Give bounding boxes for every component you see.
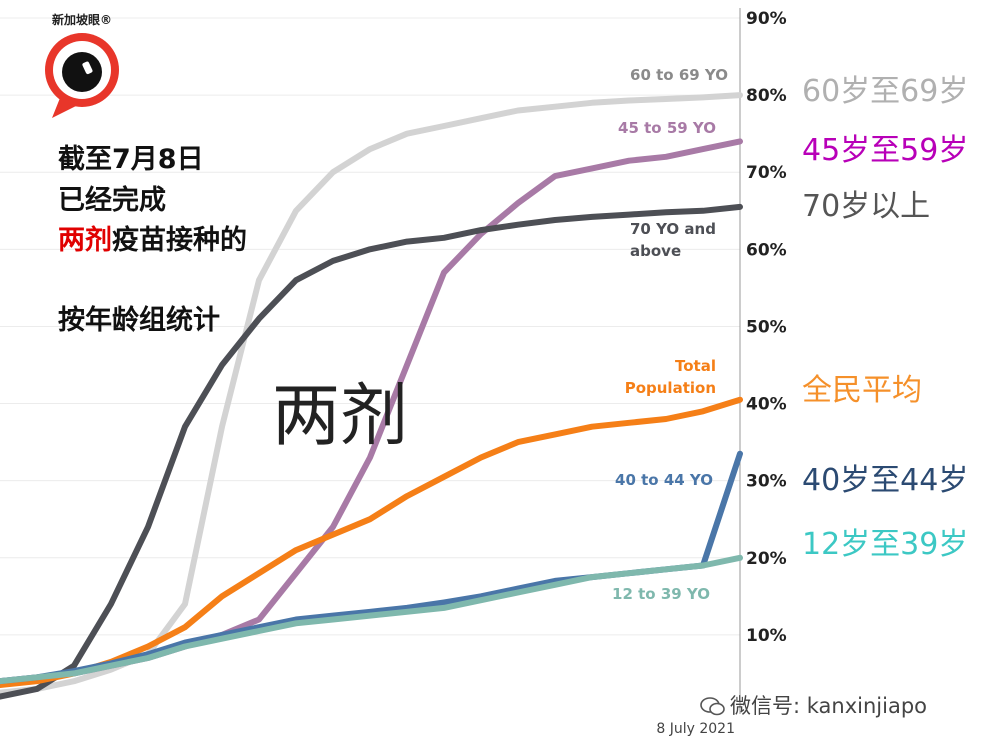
zh-legend-3: 70岁以上 (802, 189, 931, 224)
x-axis-label: 8 July 2021 (656, 721, 735, 737)
wechat-icon (700, 696, 726, 716)
series-label-6: 12 to 39 YO (612, 585, 710, 603)
y-tick-label: 20% (746, 549, 787, 569)
y-tick-label: 70% (746, 163, 787, 183)
series-label-2: 45 to 59 YO (618, 119, 716, 137)
zh-legend-6: 12岁至39岁 (802, 527, 969, 562)
series-labels: 60 to 69 YO 45 to 59 YO 70 YO and above Tota… (612, 66, 728, 603)
series-label-3: above (630, 242, 681, 260)
y-tick-label: 60% (746, 240, 787, 260)
y-tick-label: 40% (746, 395, 787, 415)
series-line-4 (0, 396, 743, 688)
series-label-3: 70 YO and (630, 220, 716, 238)
series-label-4: Total (675, 357, 716, 375)
note-rest-text: 疫苗接种的 (112, 225, 247, 256)
logo: 新加坡眼® (45, 12, 119, 118)
series-lines (0, 92, 743, 700)
logo-eye-icon (62, 52, 102, 92)
y-tick-label: 50% (746, 317, 787, 337)
note-line-4: 按年龄组统计 (58, 305, 220, 336)
big-label: 两剂 (272, 377, 409, 456)
note-line-3: 两剂疫苗接种的 (58, 227, 247, 254)
note-line-1: 截至7月8日 (58, 144, 204, 175)
series-label-1: 60 to 69 YO (630, 66, 728, 84)
zh-legend-4: 全民平均 (802, 373, 922, 408)
zh-legend-2: 45岁至59岁 (802, 133, 969, 168)
note-line-2: 已经完成 (58, 185, 166, 216)
logo-text: 新加坡眼® (52, 12, 112, 27)
watermark: 微信号: kanxinjiapo (700, 690, 927, 720)
y-tick-label: 90% (746, 9, 787, 29)
y-tick-label: 30% (746, 472, 787, 492)
y-tick-label: 10% (746, 626, 787, 646)
zh-legend-5: 40岁至44岁 (802, 463, 969, 498)
series-label-4: Population (625, 379, 716, 397)
logo-glint (82, 61, 93, 75)
y-tick-labels: 10% 20% 30% 40% 50% 60% 70% 80% 90% (746, 9, 787, 646)
logo-tail (52, 98, 80, 118)
series-line-6 (0, 554, 743, 685)
note-red-text: 两剂 (58, 225, 112, 256)
series-label-5: 40 to 44 YO (615, 471, 713, 489)
watermark-text: 微信号: kanxinjiapo (730, 694, 928, 718)
zh-legend-1: 60岁至69岁 (802, 74, 969, 109)
y-tick-label: 80% (746, 86, 787, 106)
series-line-3 (0, 203, 743, 700)
